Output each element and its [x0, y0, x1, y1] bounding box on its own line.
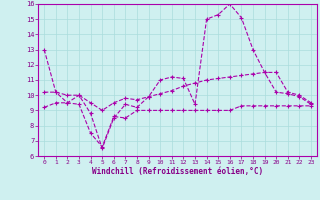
X-axis label: Windchill (Refroidissement éolien,°C): Windchill (Refroidissement éolien,°C)	[92, 167, 263, 176]
